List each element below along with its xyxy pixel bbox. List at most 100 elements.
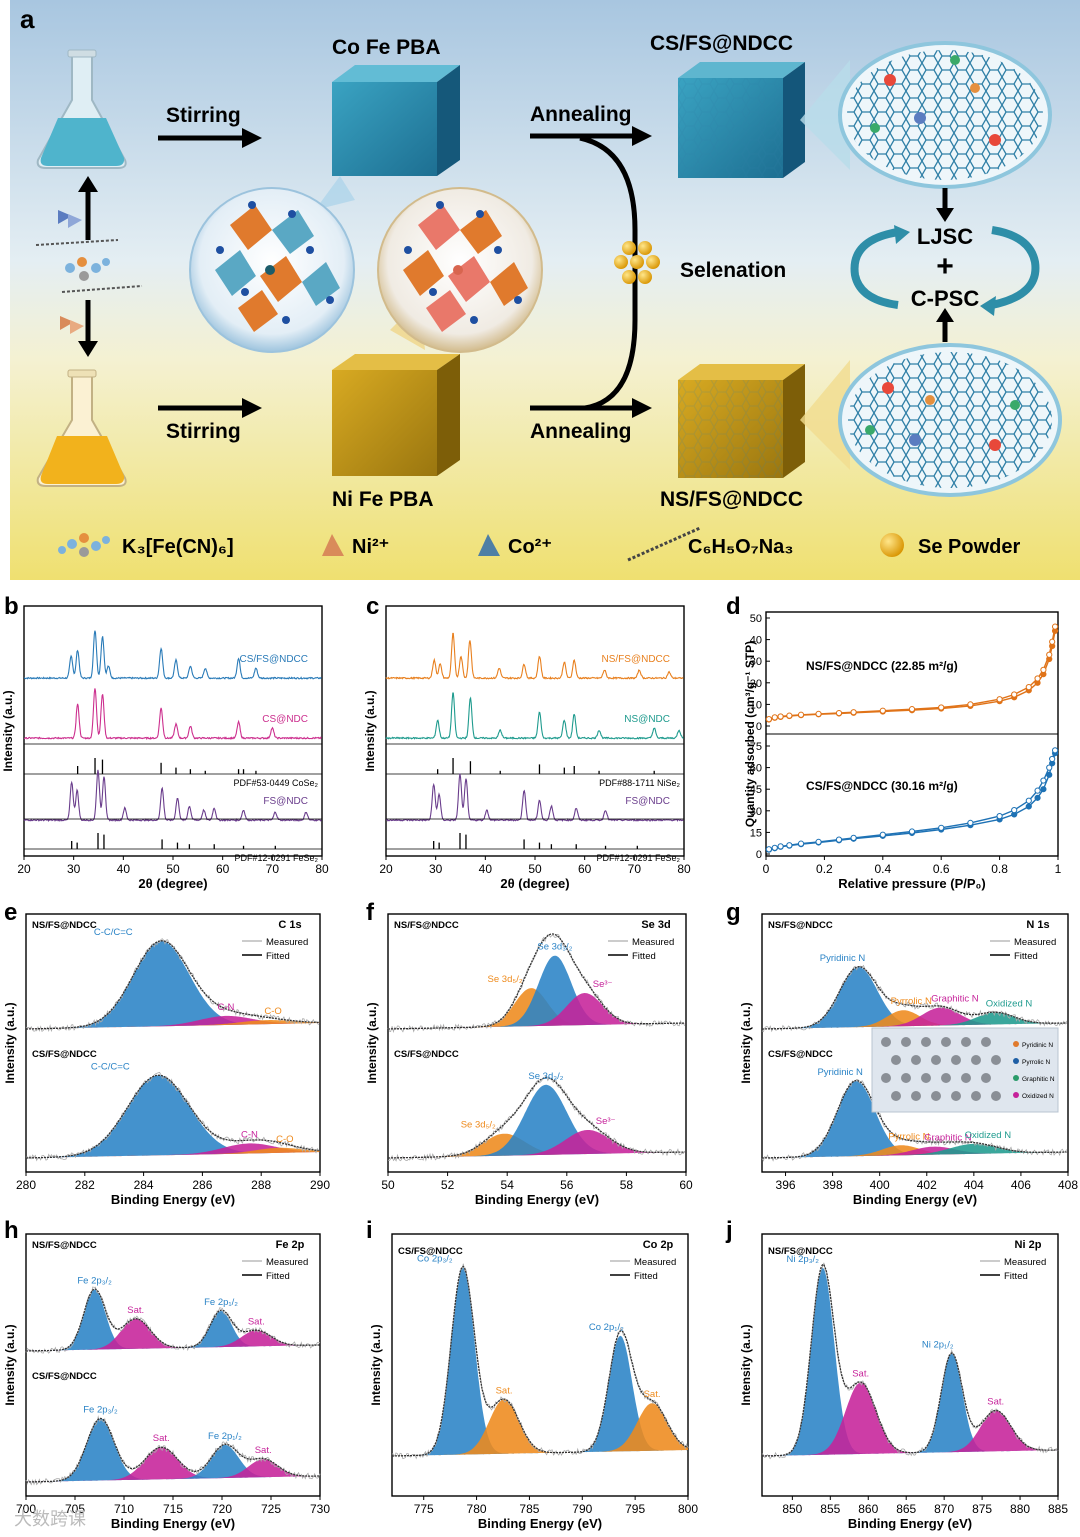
- citrate-chain-icon: [627, 526, 701, 562]
- xrd-series-label: FS@NDC: [625, 796, 670, 807]
- fitted-line: [26, 1074, 319, 1159]
- xrd-series-label: NS/FS@NDCC: [602, 654, 671, 665]
- peak-label: Se³⁻: [593, 979, 613, 990]
- y-tick-label: 0: [756, 849, 762, 861]
- carbon-atom: [941, 1073, 951, 1083]
- x-tick-label: 408: [1058, 1178, 1078, 1192]
- legend-measured-label: Measured: [634, 1257, 676, 1268]
- xps-region-title: N 1s: [1026, 919, 1049, 931]
- fitted-line: [388, 933, 685, 1030]
- y-tick-label: 40: [750, 635, 762, 647]
- ref-label: PDF#88-1711 NiSe₂: [599, 778, 680, 788]
- x-tick-label: 875: [972, 1502, 992, 1516]
- plot-frame: [23, 605, 323, 857]
- y-tick-label: 50: [750, 613, 762, 625]
- x-tick-label: 795: [625, 1502, 645, 1516]
- se-powder-icon: [880, 533, 904, 557]
- x-tick-label: 775: [414, 1502, 434, 1516]
- xrd-series-label: CS/FS@NDCC: [240, 654, 309, 665]
- desorption-point: [1025, 684, 1032, 691]
- sample-label: CS/FS@NDCC: [32, 1049, 97, 1060]
- legend-k3fecn6: [58, 533, 110, 557]
- desorption-point: [1051, 623, 1059, 630]
- ref-label: PDF#53-0449 CoSe₂: [233, 778, 318, 788]
- xps-fit-peak: [388, 955, 686, 1029]
- x-tick-label: 80: [677, 862, 691, 876]
- peak-label: C-O: [276, 1134, 293, 1145]
- x-tick-label: 400: [870, 1178, 890, 1192]
- desorption-point: [1046, 764, 1053, 771]
- sample-label: CS/FS@NDCC: [768, 1049, 833, 1060]
- x-tick-label: 402: [917, 1178, 937, 1192]
- desorption-point: [938, 704, 945, 711]
- bet-series-label: NS/FS@NDCC (22.85 m²/g): [806, 659, 958, 673]
- x-tick-label: 710: [114, 1502, 134, 1516]
- selenation-label: Selenation: [680, 259, 786, 282]
- x-tick-label: 406: [1011, 1178, 1031, 1192]
- panel-letter-j: j: [725, 1217, 733, 1244]
- ns-fs-ndcc-label: NS/FS@NDCC: [660, 488, 803, 511]
- desorption-point: [1011, 806, 1018, 814]
- peak-label: Se³⁻: [596, 1116, 616, 1127]
- desorption-point: [771, 844, 778, 851]
- x-tick-label: 80: [315, 862, 329, 876]
- y-axis-label: Intensity (a.u.): [739, 1002, 753, 1083]
- xps-chart-i: i 775 780 785 790 795 800 Binding Energy (eV) In…: [366, 1217, 698, 1531]
- xps-fit-peak: [392, 1267, 688, 1456]
- desorption-point: [815, 838, 822, 846]
- ni-fe-pba-label: Ni Fe PBA: [332, 488, 434, 511]
- x-tick-label: 54: [501, 1178, 515, 1192]
- plot-frame: [391, 1233, 689, 1497]
- carbon-atom: [881, 1073, 891, 1083]
- peak-label: Sat.: [644, 1389, 661, 1400]
- desorption-point: [765, 715, 773, 723]
- desorption-point: [786, 842, 793, 849]
- y-axis-label: Intensity (a.u.): [3, 1002, 17, 1083]
- inset-legend-label: Pyrrolic N: [1022, 1059, 1050, 1066]
- ns-fs-ndcc-cube: [678, 364, 805, 478]
- plot-frame: [761, 1233, 1059, 1497]
- stirring-arrow-bottom: [158, 398, 262, 418]
- desorption-point: [967, 701, 974, 708]
- se-powder-cluster-icon: [614, 241, 660, 284]
- peak-label: Sat.: [153, 1433, 170, 1444]
- carbon-atom: [901, 1037, 911, 1047]
- xps-chart-j: j 850 855 860 865 870 875 880 885 Binding Energy …: [725, 1217, 1068, 1531]
- annealing-label-top: Annealing: [530, 103, 632, 126]
- x-axis-label: 2θ (degree): [138, 876, 207, 891]
- xps-fit-peak: [26, 1289, 320, 1351]
- xps-fit-peak: [26, 1147, 320, 1158]
- carbon-atom: [891, 1091, 901, 1101]
- peak-label: C-N: [241, 1129, 258, 1140]
- co-ion-icon: [478, 534, 500, 556]
- desorption-point: [797, 711, 805, 718]
- cycle-arrow-right: [991, 226, 1040, 309]
- legend-fitted-label: Fitted: [1004, 1271, 1028, 1282]
- peak-label: Oxidized N: [986, 998, 1033, 1009]
- peak-label: Se 3d₃/₂: [537, 942, 572, 953]
- legend-label-k3fecn6: K₃[Fe(CN)₆]: [122, 536, 234, 558]
- legend-measured-label: Measured: [632, 937, 674, 948]
- x-tick-label: 0.4: [874, 862, 891, 876]
- sample-label: NS/FS@NDCC: [768, 920, 833, 931]
- fitted-line: [762, 966, 1067, 1030]
- x-tick-label: 60: [679, 1178, 693, 1192]
- x-tick-label: 290: [310, 1178, 330, 1192]
- y-axis-label: Intensity (a.u.): [3, 1324, 17, 1405]
- ni-ion-icon: [322, 534, 344, 556]
- legend-fitted-label: Fitted: [634, 1271, 658, 1282]
- peak-label: Fe 2p₁/₂: [208, 1431, 242, 1442]
- xps-fit-peak: [26, 1143, 320, 1158]
- xps-fit-peak: [762, 1143, 1068, 1158]
- peak-label: Oxidized N: [965, 1130, 1012, 1141]
- plus-label: +: [936, 250, 954, 283]
- xps-fit-peak: [762, 967, 1068, 1029]
- desorption-point: [1034, 787, 1041, 794]
- peak-label: Se 3d₃/₂: [528, 1071, 563, 1082]
- x-tick-label: 885: [1048, 1502, 1068, 1516]
- y-axis-label: Intensity (a.u.): [739, 1324, 753, 1405]
- xps-region-title: C 1s: [278, 919, 301, 931]
- carbon-atom: [911, 1055, 921, 1065]
- legend-fitted-label: Fitted: [266, 951, 290, 962]
- y-axis-label: Quantity adsorbed (cm³/g⁻¹ STP): [743, 641, 757, 827]
